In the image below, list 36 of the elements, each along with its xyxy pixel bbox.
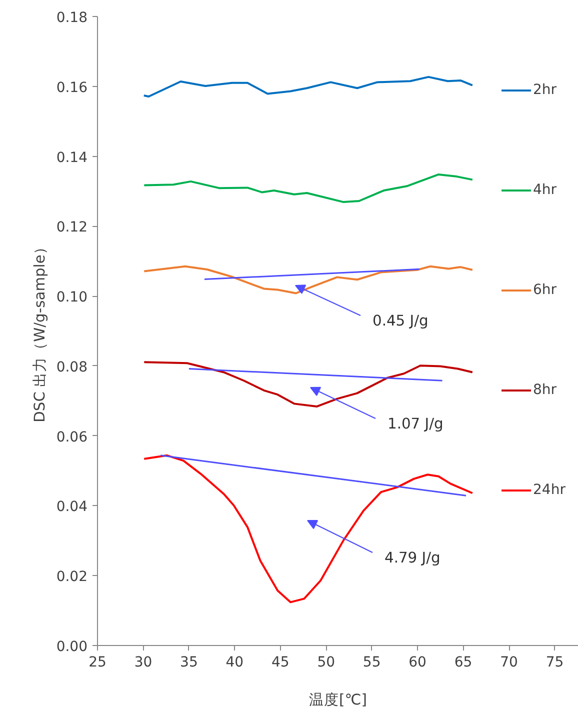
x-tick-label: 30 [134,654,152,670]
y-tick-label: 0.08 [56,359,88,376]
annotation: 4.79 J/g [384,550,440,566]
x-tick-label: 50 [317,654,336,670]
line-series [143,361,474,408]
y-tick-label: 0.12 [56,220,88,236]
x-axis-title: 温度[℃] [309,692,367,708]
x-tick-label: 25 [88,654,106,670]
legend-label: 6hr [533,282,557,298]
x-tick-label: 60 [408,654,426,670]
y-tick-label: 0.18 [56,10,88,26]
y-tick-label: 0.16 [56,80,88,96]
y-tick-label: 0.06 [56,429,88,446]
y-tick-label: 0.02 [56,569,88,586]
line-series [142,76,474,98]
x-tick-label: 75 [546,654,564,670]
legend-label: 24hr [533,482,566,498]
legend-label: 8hr [533,382,557,398]
x-tick-label: 35 [180,654,198,670]
y-axis-title: DSC 出力（W/g-sample） [31,240,48,422]
annotation: 0.45 J/g [372,312,428,330]
legend-label: 4hr [533,182,557,198]
y-tick-label: 0.10 [56,290,88,306]
x-tick-label: 45 [271,654,290,670]
y-tick-label: 0.00 [56,639,88,655]
annotation: 1.07 J/g [388,416,444,432]
x-tick-label: 55 [362,654,381,670]
line-series [143,265,474,294]
x-tick-label: 40 [226,654,244,670]
line-series [143,454,474,604]
x-tick-label: 70 [500,654,518,670]
legend-label: 2hr [533,82,557,98]
x-tick-label: 65 [454,654,472,670]
y-tick-label: 0.04 [56,499,88,516]
line-series [143,173,474,204]
y-tick-label: 0.14 [56,150,88,166]
